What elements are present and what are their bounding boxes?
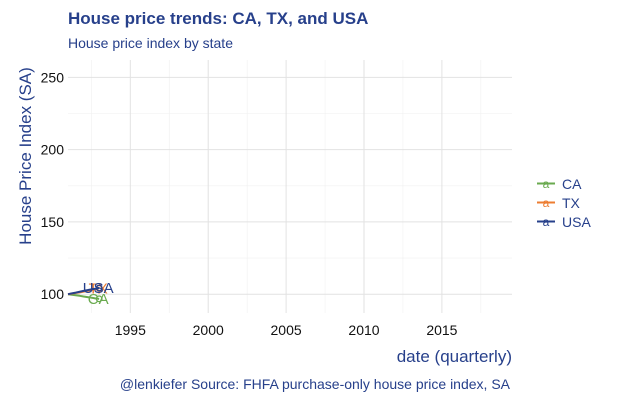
legend-key-usa: a — [537, 215, 555, 229]
series-line-ca — [67, 293, 100, 300]
legend-item-tx: a TX — [536, 193, 591, 212]
y-tick-label: 200 — [41, 142, 65, 158]
x-axis-label: date (quarterly) — [396, 347, 512, 366]
x-tick-label: 2000 — [193, 322, 224, 338]
y-tick-label: 150 — [41, 214, 65, 230]
x-tick-label: 1995 — [115, 322, 146, 338]
y-tick-label: 250 — [41, 69, 65, 85]
x-tick-label: 2015 — [426, 322, 457, 338]
series-label-usa: USA — [83, 280, 114, 297]
series-endpoint-usa — [95, 284, 103, 292]
legend-item-ca: a CA — [536, 174, 591, 193]
series-line-usa — [67, 287, 100, 296]
legend-label-usa: USA — [562, 213, 591, 230]
chart-caption: @lenkiefer Source: FHFA purchase-only ho… — [119, 376, 510, 392]
minor-gridlines — [68, 60, 512, 313]
series-endpoint-ca — [95, 295, 103, 303]
svg-text:a: a — [543, 215, 550, 229]
legend: a CA a TX a USA — [536, 174, 591, 231]
legend-item-usa: a USA — [536, 212, 591, 231]
svg-text:a: a — [543, 196, 550, 210]
series-label-ca: CA — [88, 291, 109, 308]
x-tick-label: 2010 — [348, 322, 379, 338]
legend-label-tx: TX — [562, 194, 580, 211]
y-tick-label: 100 — [41, 286, 65, 302]
chart-title: House price trends: CA, TX, and USA — [68, 9, 369, 28]
tick-labels: 1995 2000 2005 2010 2015 100 150 200 250 — [41, 69, 458, 338]
svg-text:a: a — [543, 177, 550, 191]
chart-subtitle: House price index by state — [68, 35, 233, 51]
y-axis-label: House Price Index (SA) — [16, 67, 35, 245]
legend-key-ca: a — [537, 177, 555, 191]
x-tick-label: 2005 — [271, 322, 302, 338]
major-gridlines — [68, 60, 512, 313]
legend-label-ca: CA — [562, 175, 582, 192]
legend-key-tx: a — [537, 196, 555, 210]
